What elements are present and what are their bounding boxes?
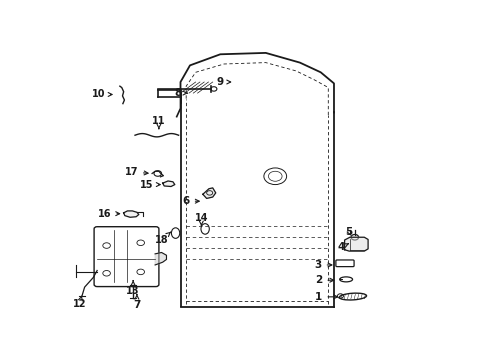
Polygon shape [123, 211, 139, 217]
Text: 1: 1 [315, 292, 337, 302]
Text: 13: 13 [126, 281, 140, 296]
Text: 5: 5 [345, 227, 352, 237]
Text: 8: 8 [174, 88, 187, 98]
Polygon shape [163, 181, 175, 186]
Text: 12: 12 [72, 296, 86, 309]
Polygon shape [155, 252, 166, 265]
Text: 4: 4 [337, 242, 347, 252]
Text: 17: 17 [124, 167, 148, 177]
Text: 14: 14 [194, 213, 208, 226]
Text: 7: 7 [133, 294, 141, 310]
Polygon shape [203, 188, 215, 198]
Text: 6: 6 [182, 196, 199, 206]
Text: 9: 9 [216, 77, 230, 87]
Text: 16: 16 [98, 209, 120, 219]
Text: 3: 3 [314, 260, 331, 270]
Polygon shape [344, 237, 367, 251]
Text: 2: 2 [315, 275, 333, 285]
Text: 15: 15 [140, 180, 160, 190]
Text: 11: 11 [152, 116, 165, 129]
Text: 10: 10 [91, 90, 112, 99]
Text: 18: 18 [154, 232, 170, 245]
